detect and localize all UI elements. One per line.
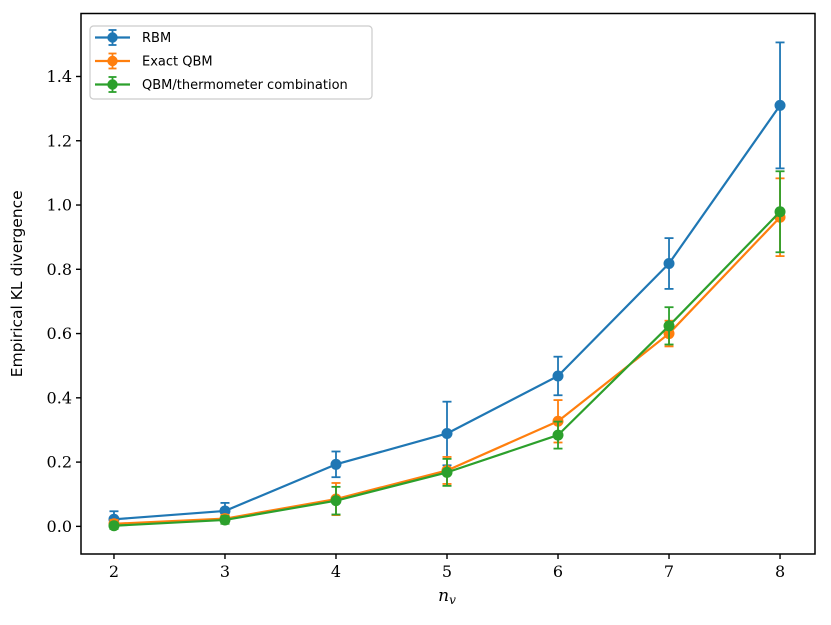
x-tick-label: 5 bbox=[442, 562, 452, 581]
data-point-marker bbox=[552, 429, 564, 441]
data-point-marker bbox=[663, 320, 675, 332]
legend-key-icon bbox=[95, 76, 130, 93]
legend-box bbox=[89, 25, 373, 100]
x-tick-label: 6 bbox=[553, 562, 563, 581]
x-tick-label: 2 bbox=[109, 562, 119, 581]
x-tick-label: 3 bbox=[220, 562, 230, 581]
data-point-marker bbox=[552, 370, 564, 382]
y-tick-label: 0.2 bbox=[47, 453, 72, 472]
legend-item: Exact QBM bbox=[95, 52, 213, 70]
legend-key-icon bbox=[95, 52, 130, 70]
data-point-marker bbox=[219, 505, 231, 517]
data-point-marker bbox=[663, 258, 675, 270]
legend-item-label: Exact QBM bbox=[142, 55, 213, 70]
data-point-marker bbox=[108, 520, 120, 532]
x-tick-label: 7 bbox=[664, 562, 674, 581]
plot-frame bbox=[80, 12, 816, 555]
x-tick-label: 4 bbox=[331, 562, 341, 581]
data-point-marker bbox=[774, 99, 786, 111]
legend-item: QBM/thermometer combination bbox=[95, 76, 348, 93]
data-point-marker bbox=[441, 466, 453, 478]
legend-key-marker bbox=[107, 79, 118, 90]
y-tick-label: 1.0 bbox=[47, 196, 72, 215]
legend-key-marker bbox=[107, 32, 118, 43]
data-point-marker bbox=[330, 458, 342, 470]
legend: RBM Exact QBM QBM/thermometer combination bbox=[89, 25, 373, 100]
x-axis-label: nv bbox=[438, 586, 456, 607]
legend-item-label: QBM/thermometer combination bbox=[142, 78, 348, 93]
x-tick-label: 8 bbox=[775, 562, 785, 581]
y-tick-label: 1.4 bbox=[47, 67, 72, 86]
legend-item: RBM bbox=[95, 29, 171, 46]
data-point-marker bbox=[219, 514, 231, 526]
legend-key-icon bbox=[95, 29, 130, 46]
y-tick-label: 0.8 bbox=[47, 260, 72, 279]
y-axis-label: Empirical KL divergence bbox=[8, 190, 26, 377]
y-tick-label: 0.6 bbox=[47, 324, 72, 343]
data-point-marker bbox=[441, 427, 453, 439]
y-tick-label: 1.2 bbox=[47, 131, 72, 150]
legend-item-label: RBM bbox=[142, 31, 171, 46]
series-rbm bbox=[108, 41, 786, 529]
legend-key-marker bbox=[107, 55, 118, 67]
y-tick-label: 0.4 bbox=[47, 388, 72, 407]
data-point-marker bbox=[330, 495, 342, 507]
series-qbm-thermometer-combination bbox=[108, 170, 786, 532]
y-tick-label: 0.0 bbox=[47, 517, 72, 536]
data-point-marker bbox=[774, 206, 786, 218]
